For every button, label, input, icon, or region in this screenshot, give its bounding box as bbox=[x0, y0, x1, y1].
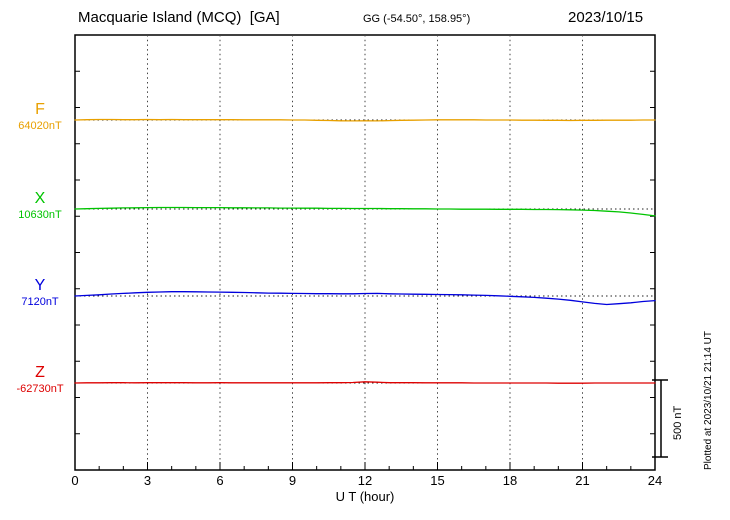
trace-baseline-y: 7120nT bbox=[21, 296, 59, 308]
scale-bar-label: 500 nT bbox=[672, 405, 684, 440]
trace-label-f: F 64020nT bbox=[6, 102, 74, 132]
trace-baseline-f: 64020nT bbox=[18, 120, 62, 132]
x-tick-label: 15 bbox=[430, 473, 445, 488]
trace-label-y: Y 7120nT bbox=[6, 278, 74, 308]
x-tick-label: 6 bbox=[216, 473, 224, 488]
x-tick-label: 9 bbox=[288, 473, 297, 488]
x-tick-label: 3 bbox=[143, 473, 152, 488]
x-tick-label: 24 bbox=[647, 473, 663, 488]
trace-name-f: F bbox=[35, 101, 45, 118]
trace-name-z: Z bbox=[35, 364, 45, 381]
x-tick-label: 12 bbox=[357, 473, 373, 488]
trace-baseline-z: -62730nT bbox=[16, 383, 64, 395]
station-coordinates: GG (-54.50°, 158.95°) bbox=[363, 13, 471, 25]
trace-name-x: X bbox=[34, 190, 46, 207]
trace-baseline-x: 10630nT bbox=[18, 209, 62, 221]
x-tick-label: 18 bbox=[502, 473, 518, 488]
trace-label-x: X 10630nT bbox=[6, 191, 74, 221]
x-tick-label: 0 bbox=[71, 473, 79, 488]
x-tick-label: 21 bbox=[575, 473, 590, 488]
trace-name-y: Y bbox=[34, 277, 46, 294]
x-axis-title: U T (hour) bbox=[335, 489, 395, 504]
plotted-timestamp-note: Plotted at 2023/10/21 21:14 UT bbox=[703, 331, 714, 470]
plot-date: 2023/10/15 bbox=[568, 9, 644, 26]
station-title: Macquarie Island (MCQ) [GA] bbox=[78, 9, 280, 26]
trace-label-z: Z -62730nT bbox=[6, 365, 74, 395]
